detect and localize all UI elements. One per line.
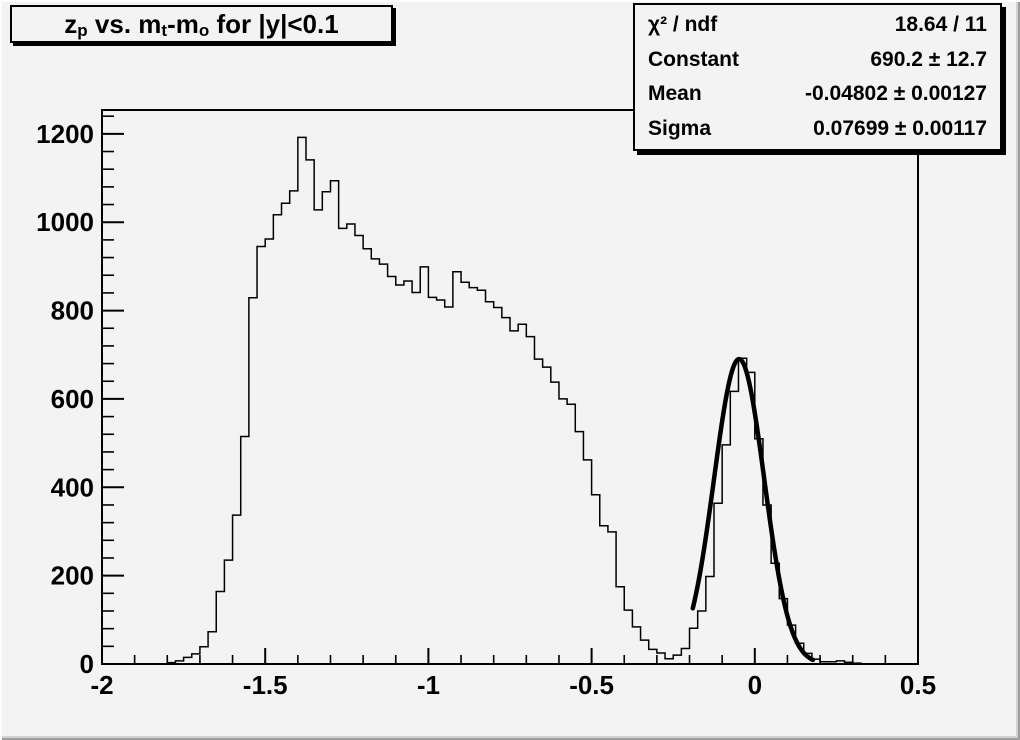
y-tick-label: 600 (51, 384, 94, 414)
stats-label-chi2: χ² / ndf (648, 13, 718, 37)
stats-value-constant: 690.2 ± 12.7 (870, 47, 987, 71)
title-sub-o: o (198, 21, 210, 40)
title-text-rest: for |y|<0.1 (209, 8, 339, 39)
stats-row-constant: Constant 690.2 ± 12.7 (635, 48, 1000, 72)
stats-value-mean: -0.04802 ± 0.00127 (804, 82, 987, 106)
x-tick-label: -0.5 (569, 670, 614, 700)
y-tick-label: 1000 (36, 207, 94, 237)
histogram-step-line (102, 136, 918, 665)
title-sub-p: p (77, 21, 88, 40)
title-text-minus-m: -m (167, 8, 199, 39)
y-tick-label: 0 (80, 649, 94, 679)
stats-value-sigma: 0.07699 ± 0.00117 (813, 116, 987, 140)
stats-row-chi2: χ² / ndf 18.64 / 11 (635, 13, 1000, 37)
stats-label-sigma: Sigma (648, 116, 712, 140)
plot-frame (101, 109, 919, 665)
y-tick-label: 800 (51, 296, 94, 326)
y-tick-label: 1200 (36, 119, 94, 149)
fit-stats-box: χ² / ndf 18.64 / 11 Constant 690.2 ± 12.… (633, 3, 1002, 151)
x-tick-label: 0.5 (900, 670, 936, 700)
stats-label-mean: Mean (648, 82, 702, 106)
title-sub-t: t (161, 21, 168, 40)
y-tick-label: 200 (51, 561, 94, 591)
title-text-vs: vs. m (87, 8, 162, 39)
stats-label-constant: Constant (648, 47, 739, 71)
x-tick-label: -2 (90, 670, 113, 700)
x-tick-label: -1.5 (243, 670, 288, 700)
stats-row-sigma: Sigma 0.07699 ± 0.00117 (635, 117, 1000, 141)
stats-row-mean: Mean -0.04802 ± 0.00127 (635, 82, 1000, 106)
gaussian-fit-curve (690, 356, 816, 663)
x-tick-label: -1 (417, 670, 440, 700)
y-tick-label: 400 (51, 472, 94, 502)
x-tick-label: 0 (748, 670, 762, 700)
title-text-z: z (64, 8, 78, 39)
stats-value-chi2: 18.64 / 11 (894, 13, 987, 37)
